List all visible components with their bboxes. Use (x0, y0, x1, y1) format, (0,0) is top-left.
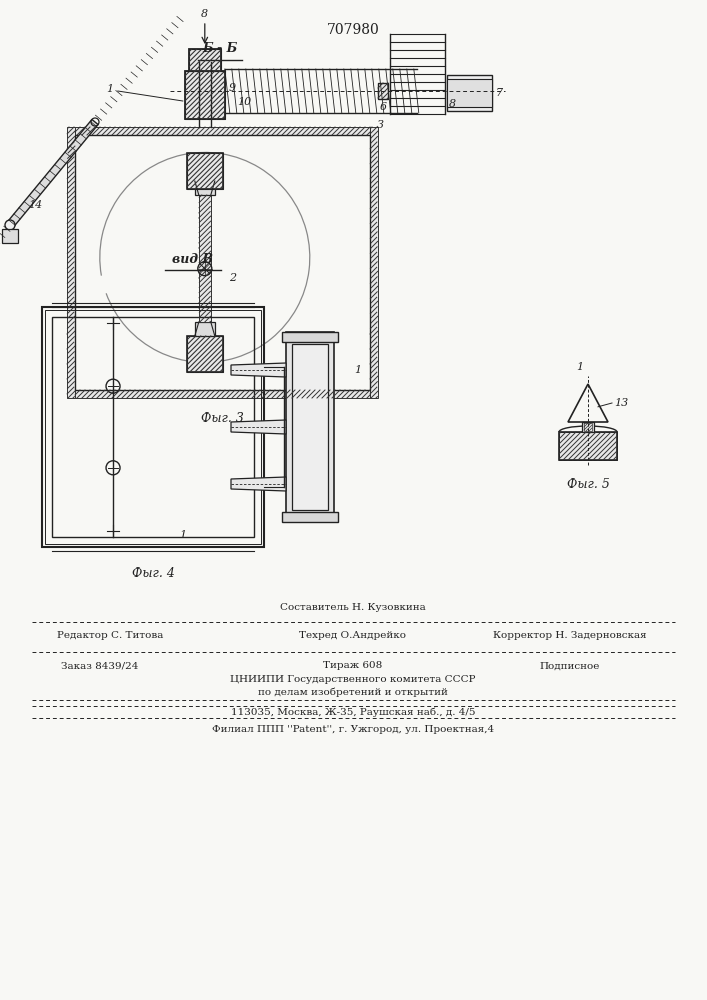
Bar (195, 181, 215, 195)
Text: Техред О.Андрейко: Техред О.Андрейко (300, 632, 407, 641)
Text: 9: 9 (229, 83, 236, 93)
Text: 8: 8 (449, 99, 456, 109)
Bar (52, 317, 254, 537)
Polygon shape (231, 477, 286, 491)
Bar (370, 127, 378, 398)
Text: Фыг. 3: Фыг. 3 (201, 412, 244, 425)
Bar (189, 49, 221, 71)
Bar (195, 322, 215, 336)
Text: Филиал ППП ''Patent'', г. Ужгород, ул. Проектная,4: Филиал ППП ''Patent'', г. Ужгород, ул. П… (212, 726, 494, 734)
Text: по делам изобретений и открытий: по делам изобретений и открытий (258, 687, 448, 697)
Text: 14: 14 (28, 200, 42, 210)
Text: 13: 13 (614, 398, 629, 408)
Text: 1: 1 (354, 365, 361, 375)
Bar (45, 310, 261, 544)
Bar (559, 432, 617, 460)
Bar (187, 336, 223, 372)
Bar (447, 75, 492, 111)
Bar (189, 49, 221, 71)
Text: 2: 2 (229, 273, 236, 283)
Bar (75, 135, 370, 390)
Circle shape (198, 262, 212, 276)
Text: 8: 8 (201, 9, 209, 19)
Text: Тираж 608: Тираж 608 (323, 662, 382, 670)
Text: Составитель Н. Кузовкина: Составитель Н. Кузовкина (280, 603, 426, 612)
Text: Фыг. 5: Фыг. 5 (566, 478, 609, 491)
Bar (282, 332, 338, 342)
Bar (185, 71, 225, 119)
Bar (378, 83, 388, 99)
Text: 113035, Москва, Ж-35, Раушская наб., д. 4/5: 113035, Москва, Ж-35, Раушская наб., д. … (230, 707, 475, 717)
Text: 1: 1 (180, 530, 187, 540)
Bar (42, 307, 264, 547)
Bar (286, 332, 334, 522)
Text: 3: 3 (376, 120, 384, 130)
Bar (282, 512, 338, 522)
Bar (187, 336, 223, 372)
Text: 7: 7 (496, 88, 503, 98)
Text: Подписное: Подписное (540, 662, 600, 670)
Circle shape (5, 220, 15, 230)
Bar (75, 390, 370, 398)
Text: 10: 10 (237, 97, 251, 107)
Bar (187, 153, 223, 189)
Text: ЦНИИПИ Государственного комитета СССР: ЦНИИПИ Государственного комитета СССР (230, 676, 476, 684)
Text: 1: 1 (576, 362, 583, 372)
Bar (378, 83, 388, 99)
Text: вид В: вид В (173, 253, 214, 266)
Bar (187, 153, 223, 189)
Bar (2, 229, 18, 243)
Text: 1: 1 (106, 84, 113, 94)
Bar (559, 432, 617, 460)
Bar (584, 423, 592, 431)
Polygon shape (231, 420, 286, 434)
Bar (582, 422, 594, 432)
Bar (447, 79, 492, 107)
Text: Фыг. 4: Фыг. 4 (132, 567, 175, 580)
Text: Б - Б: Б - Б (202, 42, 238, 55)
Text: Редактор С. Титова: Редактор С. Титова (57, 632, 163, 641)
Polygon shape (231, 363, 286, 377)
Text: Корректор Н. Задерновская: Корректор Н. Задерновская (493, 632, 647, 641)
Bar (75, 127, 370, 135)
Bar (185, 71, 225, 119)
Text: Заказ 8439/24: Заказ 8439/24 (62, 662, 139, 670)
Bar (292, 344, 328, 510)
Text: 707980: 707980 (327, 23, 380, 37)
Polygon shape (7, 119, 98, 228)
Bar (199, 195, 211, 322)
Text: 6: 6 (380, 102, 387, 112)
Bar (67, 127, 75, 398)
